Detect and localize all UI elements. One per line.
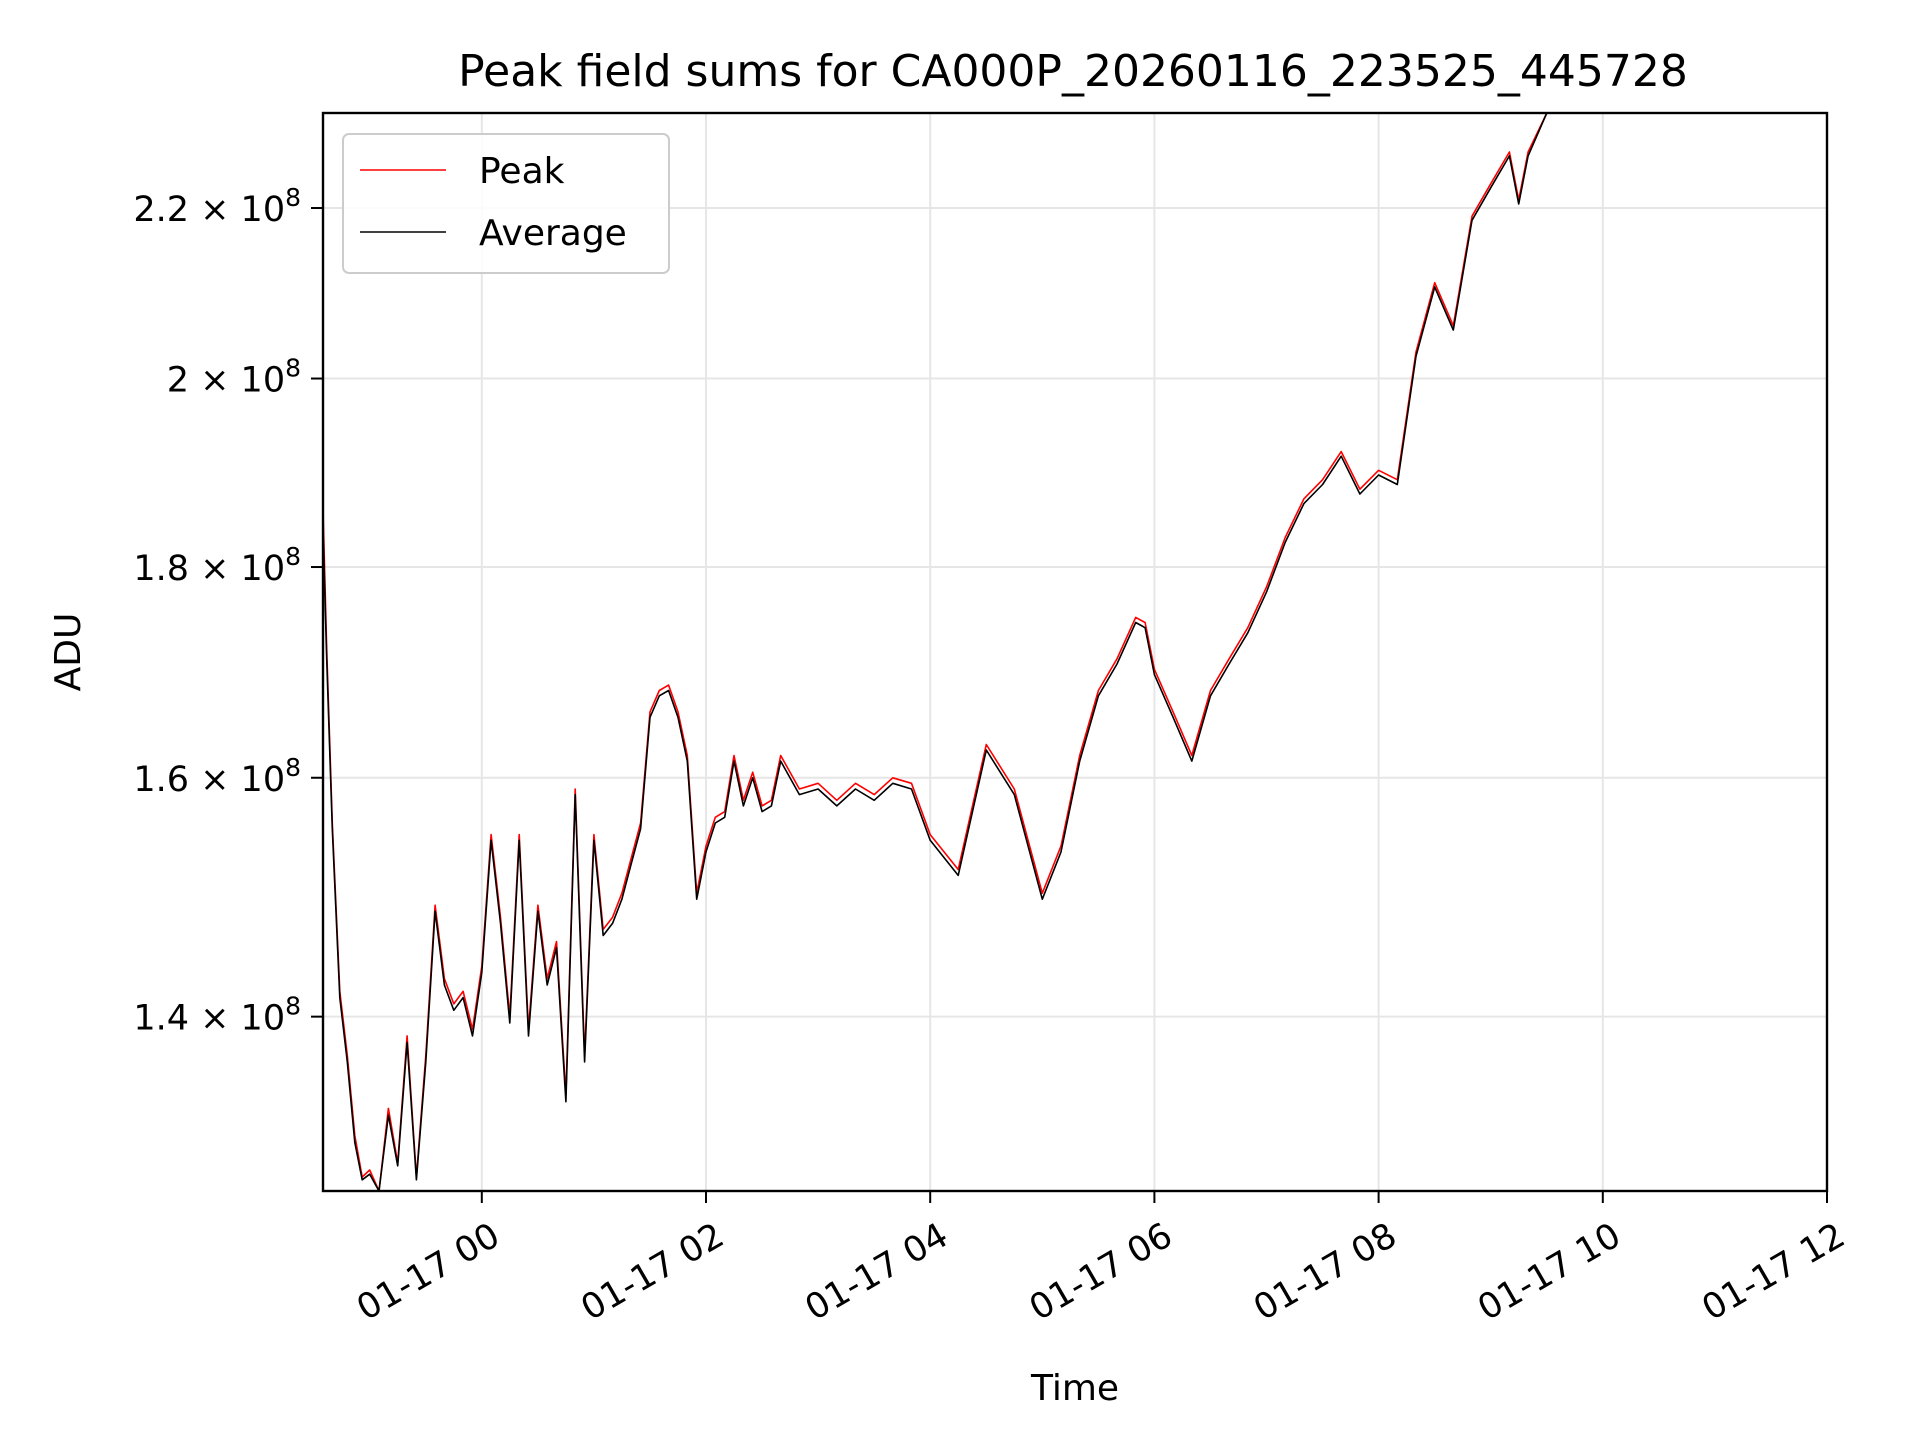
legend: Peak Average bbox=[342, 133, 670, 274]
y-axis-label: ADU bbox=[48, 613, 89, 692]
x-tick-label: 01-17 02 bbox=[575, 1216, 731, 1329]
y-tick-label: 1.6 × 108 bbox=[133, 753, 301, 800]
y-tick-label: 2.2 × 108 bbox=[133, 183, 301, 230]
x-tick-label: 01-17 04 bbox=[799, 1216, 955, 1329]
y-tick-label: 2 × 108 bbox=[167, 354, 301, 401]
y-axis: 1.4 × 108 1.6 × 108 1.8 × 108 2 × 108 2.2 × … bbox=[133, 183, 323, 1039]
x-axis: 01-17 00 01-17 02 01-17 04 01-17 06 01-17 08… bbox=[350, 1191, 1852, 1329]
x-tick-label: 01-17 10 bbox=[1471, 1216, 1627, 1329]
series-layer bbox=[323, 113, 1548, 1191]
y-tick-label: 1.4 × 108 bbox=[133, 992, 301, 1039]
x-tick-label: 01-17 12 bbox=[1696, 1216, 1852, 1329]
chart-title: Peak field sums for CA000P_20260116_2235… bbox=[458, 46, 1688, 97]
x-tick-label: 01-17 00 bbox=[350, 1216, 506, 1329]
legend-label-peak: Peak bbox=[479, 151, 565, 192]
y-tick-label: 1.8 × 108 bbox=[133, 542, 301, 589]
x-tick-label: 01-17 06 bbox=[1023, 1216, 1179, 1329]
plot-frame bbox=[321, 111, 1829, 1193]
grid-lines bbox=[323, 113, 1828, 1191]
legend-box bbox=[342, 133, 670, 274]
legend-label-average: Average bbox=[479, 213, 627, 254]
series-line-average bbox=[323, 113, 1548, 1191]
x-axis-label: Time bbox=[1030, 1368, 1119, 1409]
x-tick-label: 01-17 08 bbox=[1247, 1216, 1403, 1329]
series-line-peak bbox=[323, 113, 1548, 1191]
